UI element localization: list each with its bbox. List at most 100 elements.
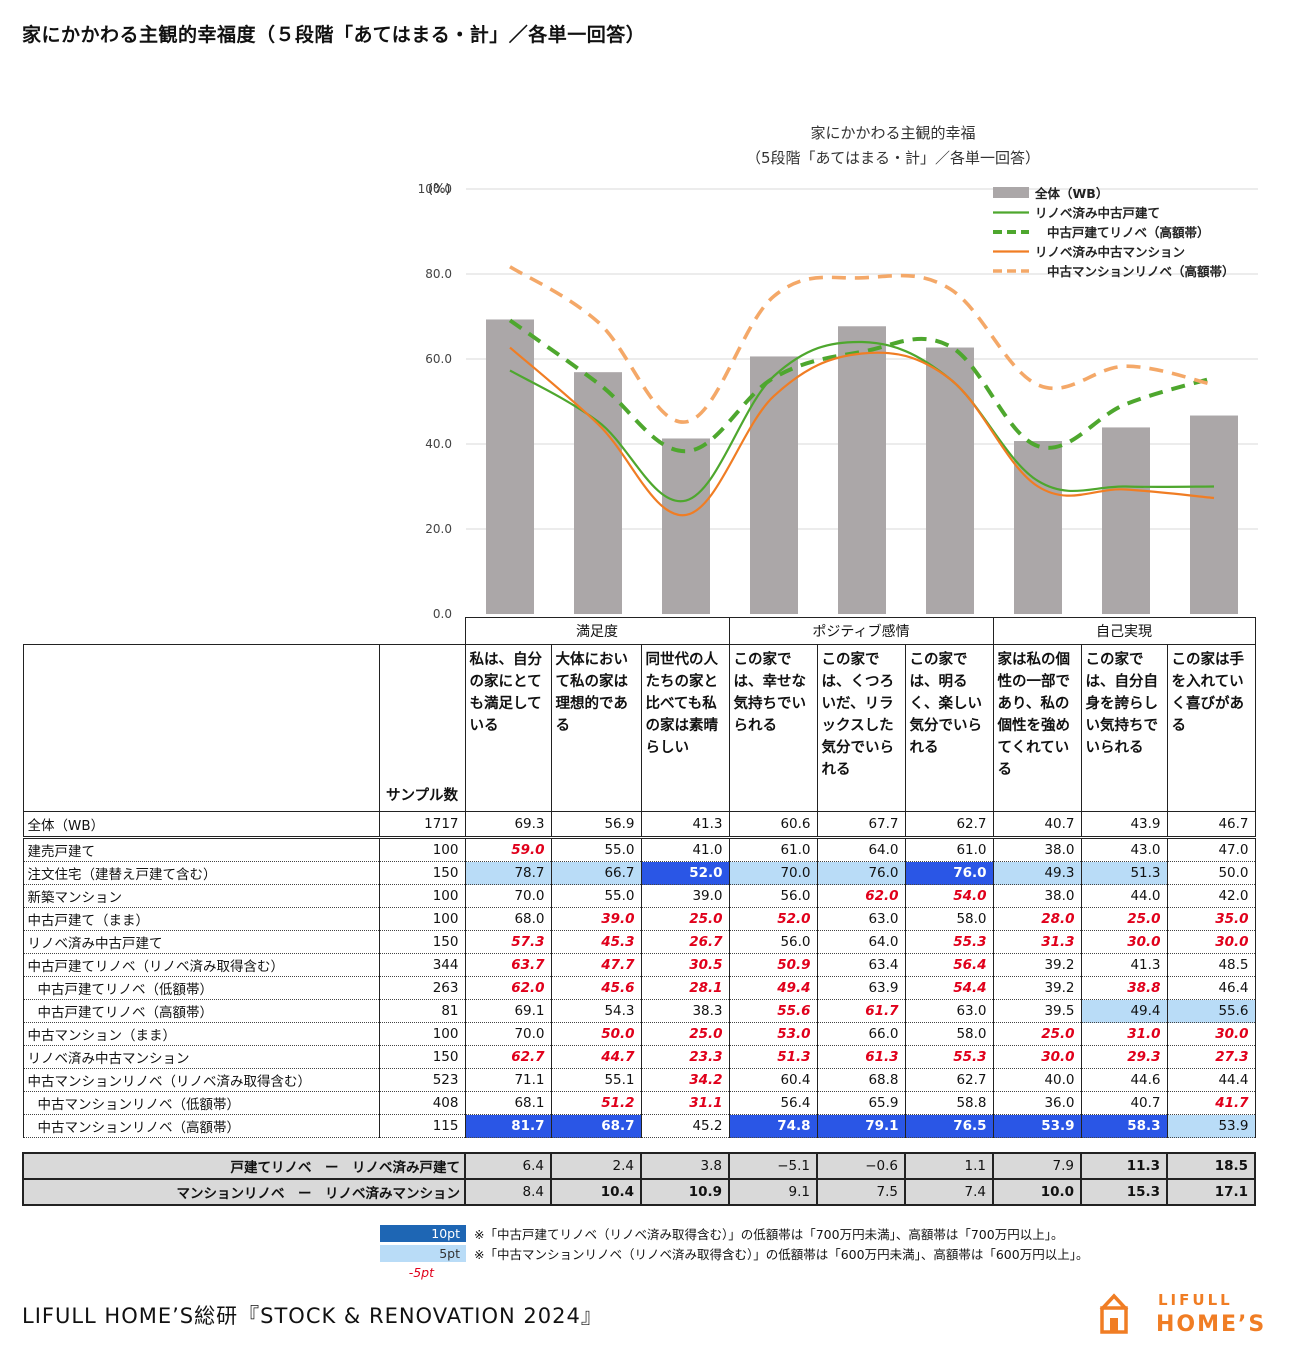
legend-swatch (993, 187, 1029, 198)
table-cell: 39.0 (550, 907, 642, 931)
table-cell: 40.0 (992, 1068, 1082, 1092)
sample-size: 100 (378, 837, 466, 862)
y-axis-unit: (%) (428, 182, 451, 197)
column-header: この家では、くつろいだ、リラックスした気分でいられる (816, 644, 906, 812)
row-label: 注文住宅（建替え戸建て含む） (22, 861, 380, 885)
table-cell: 79.1 (816, 1114, 906, 1138)
spacer (23, 1138, 379, 1154)
table-cell: 68.1 (464, 1091, 552, 1115)
table-cell: 50.0 (1166, 861, 1256, 885)
legend-10pt-swatch: 10pt (380, 1225, 466, 1242)
diff-row-label: マンションリノベ ー リノベ済みマンション (22, 1178, 466, 1206)
table-cell: 25.0 (640, 1022, 730, 1046)
table-cell: 49.3 (992, 861, 1082, 885)
sample-size-header: サンプル数 (378, 644, 466, 812)
table-cell: 81.7 (464, 1114, 552, 1138)
table-cell: 39.2 (992, 976, 1082, 1000)
sample-size: 100 (378, 907, 466, 931)
bar-series (486, 319, 1238, 614)
page-title: 家にかかわる主観的幸福度（５段階「あてはまる・計」／各単一回答） (22, 24, 646, 46)
table-cell: 35.0 (1166, 907, 1256, 931)
table-cell: 53.0 (728, 1022, 818, 1046)
table-cell: 30.0 (1080, 930, 1168, 954)
table-cell: 56.4 (728, 1091, 818, 1115)
table-cell: 48.5 (1166, 953, 1256, 977)
bar (1014, 441, 1062, 614)
spacer (817, 1138, 905, 1154)
table-cell: 50.9 (728, 953, 818, 977)
table-cell: 36.0 (992, 1091, 1082, 1115)
bar (662, 438, 710, 614)
table-cell: 47.7 (550, 953, 642, 977)
table-cell: 76.0 (904, 861, 994, 885)
y-tick-label: 100.0 (418, 182, 452, 196)
table-cell: 25.0 (992, 1022, 1082, 1046)
sample-size: 523 (378, 1068, 466, 1092)
table-cell: 78.7 (464, 861, 552, 885)
bar (486, 319, 534, 614)
table-cell: 38.8 (1080, 976, 1168, 1000)
diff-cell: 10.0 (992, 1178, 1082, 1206)
row-label: 中古戸建てリノベ（高額帯） (22, 999, 380, 1023)
diff-cell: 15.3 (1080, 1178, 1168, 1206)
table-cell: 63.9 (816, 976, 906, 1000)
series-line (509, 265, 1215, 424)
table-cell: 70.0 (728, 861, 818, 885)
diff-cell: 10.4 (550, 1178, 642, 1206)
table-cell: 45.2 (640, 1114, 730, 1138)
diff-cell: 7.4 (904, 1178, 994, 1206)
table-cell: 62.0 (464, 976, 552, 1000)
row-label: 中古マンションリノベ（低額帯） (22, 1091, 380, 1115)
table-cell: 31.0 (1080, 1022, 1168, 1046)
table-cell: 54.0 (904, 884, 994, 908)
table-cell: 56.0 (728, 884, 818, 908)
table-cell: 58.0 (904, 907, 994, 931)
sample-size: 150 (378, 1045, 466, 1069)
table-cell: 50.0 (550, 1022, 642, 1046)
table-cell: 38.3 (640, 999, 730, 1023)
table-row: リノベ済み中古戸建て 150 57.3 45.3 26.7 56.0 64.0 55.3 31.… (22, 930, 1256, 954)
table-cell: 30.0 (1166, 930, 1256, 954)
bar (1190, 415, 1238, 614)
table-row: 建売戸建て 100 59.0 55.0 41.0 61.0 64.0 61.0 38.0 43.0… (22, 837, 1256, 862)
diff-cell: 11.3 (1080, 1152, 1168, 1180)
series-line (508, 318, 1215, 454)
table-cell: 40.7 (1080, 1091, 1168, 1115)
column-header: 同世代の人たちの家と比べても私の家は素晴らしい (640, 644, 730, 812)
y-tick-label: 20.0 (425, 522, 452, 536)
legend-minus5-label: -5pt (408, 1265, 434, 1280)
column-header: この家では、幸せな気持ちでいられる (728, 644, 818, 812)
column-header: この家は手を入れていく喜びがある (1166, 644, 1256, 812)
row-label: 中古戸建てリノベ（低額帯） (22, 976, 380, 1000)
row-label: 中古マンション（まま） (22, 1022, 380, 1046)
table-cell: 70.0 (464, 884, 552, 908)
table-cell: 44.6 (1080, 1068, 1168, 1092)
table-cell: 55.3 (904, 1045, 994, 1069)
legend-5pt-row: 5pt ※「中古マンションリノベ（リノベ済み取得含む）」の低額帯は「600万円未… (380, 1244, 1088, 1263)
table-cell: 59.0 (464, 837, 552, 862)
bar (1102, 427, 1150, 614)
legend-label: 中古戸建てリノベ（高額帯） (1047, 225, 1210, 240)
table-cell: 26.7 (640, 930, 730, 954)
table-cell: 42.0 (1166, 884, 1256, 908)
sample-size: 81 (378, 999, 466, 1023)
table-cell: 41.0 (640, 837, 730, 862)
table-cell: 54.3 (550, 999, 642, 1023)
table-cell: 60.4 (728, 1068, 818, 1092)
table-row: 中古戸建てリノベ（リノベ済み取得含む） 344 63.7 47.7 30.5 50.9 63… (22, 953, 1256, 977)
row-label: リノベ済み中古戸建て (22, 930, 380, 954)
table-cell: 66.7 (550, 861, 642, 885)
diff-cell: 18.5 (1166, 1152, 1256, 1180)
sample-size: 100 (378, 1022, 466, 1046)
table-cell: 46.4 (1166, 976, 1256, 1000)
table-cell: 43.0 (1080, 837, 1168, 862)
table-cell: 69.1 (464, 999, 552, 1023)
diff-cell: 7.5 (816, 1178, 906, 1206)
table-cell: 49.4 (1080, 999, 1168, 1023)
legend-label: リノベ済み中古マンション (1035, 245, 1185, 260)
y-tick-label: 40.0 (425, 437, 452, 451)
table-cell: 46.7 (1166, 811, 1256, 839)
table-cell: 53.9 (992, 1114, 1082, 1138)
table-cell: 62.7 (904, 811, 994, 839)
